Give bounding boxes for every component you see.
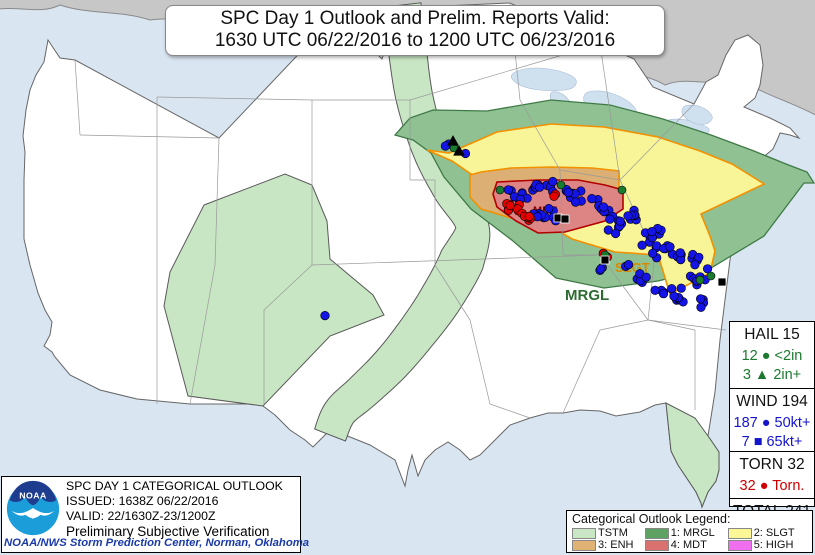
svg-text:MRGL: MRGL <box>565 287 609 304</box>
svg-text:NOAA: NOAA <box>19 490 47 500</box>
